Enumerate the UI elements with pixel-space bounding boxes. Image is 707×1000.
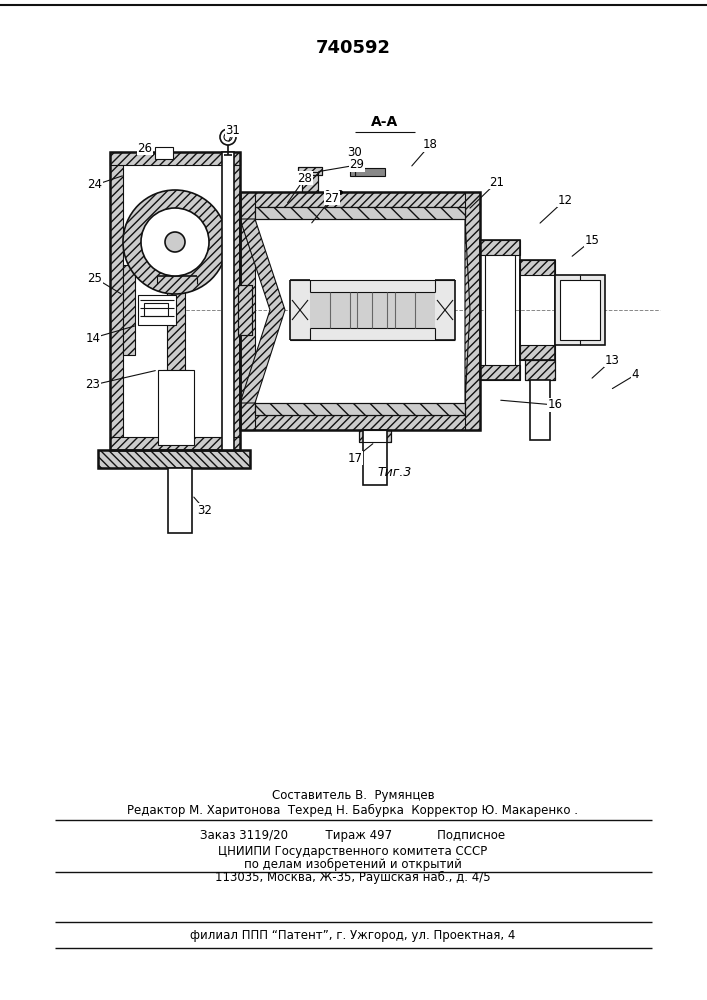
Bar	[110, 152, 240, 165]
Text: 24: 24	[88, 178, 103, 192]
Bar	[520, 345, 555, 360]
Bar	[555, 275, 605, 345]
Bar	[240, 192, 480, 430]
Text: 21: 21	[489, 176, 505, 188]
Text: 23: 23	[86, 378, 100, 391]
Bar	[525, 360, 555, 380]
Bar	[298, 167, 322, 175]
Text: 29: 29	[349, 158, 365, 172]
Bar	[98, 450, 250, 468]
Bar	[222, 152, 234, 450]
Text: 113035, Москва, Ж-35, Раушская наб., д. 4/5: 113035, Москва, Ж-35, Раушская наб., д. …	[215, 870, 491, 884]
Text: 27: 27	[325, 192, 339, 205]
Text: Заказ 3119/20          Тираж 497            Подписное: Заказ 3119/20 Тираж 497 Подписное	[201, 828, 506, 842]
Bar	[520, 260, 555, 360]
Bar	[465, 192, 480, 430]
Bar	[560, 280, 600, 340]
Bar	[310, 292, 435, 328]
Bar	[138, 295, 176, 325]
Bar	[485, 255, 515, 365]
Text: 740592: 740592	[315, 39, 390, 57]
Bar	[302, 172, 318, 192]
Text: ЦНИИПИ Государственного комитета СССР: ЦНИИПИ Государственного комитета СССР	[218, 844, 488, 857]
Bar	[98, 450, 250, 468]
Bar	[240, 192, 480, 207]
Bar	[255, 207, 465, 219]
Bar	[110, 152, 240, 450]
Bar	[224, 152, 232, 172]
Bar	[158, 370, 194, 445]
Bar	[110, 152, 123, 450]
Polygon shape	[240, 219, 285, 403]
Text: 18: 18	[423, 138, 438, 151]
Circle shape	[224, 133, 232, 141]
Bar	[359, 430, 391, 442]
Bar	[480, 365, 520, 380]
Bar	[227, 152, 240, 450]
Text: 17: 17	[348, 452, 363, 464]
Circle shape	[141, 208, 209, 276]
Text: 31: 31	[226, 123, 240, 136]
Bar	[240, 192, 255, 430]
Bar	[298, 167, 322, 175]
Bar	[350, 168, 355, 176]
Bar	[155, 147, 173, 159]
Bar	[302, 172, 318, 192]
Bar	[163, 370, 189, 440]
Bar	[110, 437, 240, 450]
Bar	[530, 380, 550, 440]
Circle shape	[123, 190, 227, 294]
Bar	[480, 240, 520, 380]
Text: A-A: A-A	[371, 115, 399, 129]
Bar	[238, 285, 252, 335]
Polygon shape	[465, 219, 470, 403]
Bar	[144, 303, 168, 316]
Bar	[255, 403, 465, 415]
Text: 32: 32	[197, 504, 212, 516]
Circle shape	[165, 232, 185, 252]
Text: 30: 30	[348, 145, 363, 158]
Text: 26: 26	[137, 141, 153, 154]
Text: 12: 12	[558, 194, 573, 207]
Bar	[290, 280, 455, 340]
Text: 13: 13	[604, 354, 619, 366]
Bar	[355, 168, 385, 176]
Text: 15: 15	[585, 233, 600, 246]
Bar	[363, 430, 387, 485]
Bar	[255, 207, 465, 219]
Text: Τиг.3: Τиг.3	[378, 466, 412, 479]
Text: 25: 25	[88, 271, 103, 284]
Bar	[168, 468, 192, 533]
Text: 14: 14	[86, 332, 100, 344]
Bar	[255, 403, 465, 415]
Text: по делам изобретений и открытий: по делам изобретений и открытий	[244, 857, 462, 871]
Text: 4: 4	[631, 368, 638, 381]
Text: Составитель В.  Румянцев: Составитель В. Румянцев	[271, 788, 434, 802]
Bar	[520, 260, 555, 275]
Bar	[238, 285, 252, 335]
Text: филиал ППП “Патент”, г. Ужгород, ул. Проектная, 4: филиал ППП “Патент”, г. Ужгород, ул. Про…	[190, 928, 515, 942]
Bar	[359, 430, 391, 442]
Bar	[123, 265, 135, 355]
Bar	[240, 415, 480, 430]
Text: 28: 28	[298, 172, 312, 184]
Text: Редактор М. Харитонова  Техред Н. Бабурка  Корректор Ю. Макаренко .: Редактор М. Харитонова Техред Н. Бабурка…	[127, 803, 578, 817]
Text: 16: 16	[547, 398, 563, 412]
Bar	[167, 276, 185, 432]
Bar	[525, 360, 555, 380]
Bar	[224, 430, 232, 450]
Bar	[480, 240, 520, 255]
